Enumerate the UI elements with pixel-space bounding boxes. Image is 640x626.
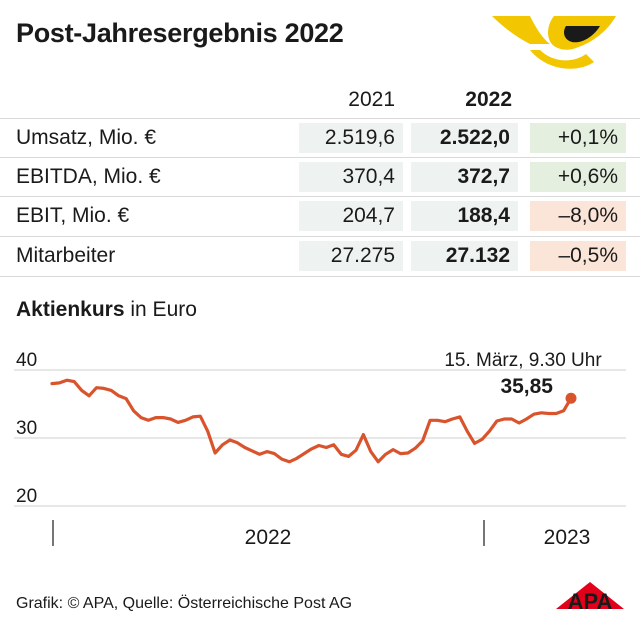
row-label: EBITDA, Mio. €	[16, 165, 161, 188]
annotation-date: 15. März, 9.30 Uhr	[444, 350, 602, 371]
column-header-2021: 2021	[348, 88, 395, 111]
value-2022: 188,4	[411, 201, 518, 231]
table-row: EBIT, Mio. € 204,7 188,4 –8,0%	[0, 197, 640, 235]
change-value: –0,5%	[530, 241, 626, 271]
column-header-2022: 2022	[465, 88, 512, 111]
change-value: –8,0%	[530, 201, 626, 231]
apa-logo-text: APA	[568, 589, 613, 614]
value-2022: 372,7	[411, 162, 518, 192]
row-label: Umsatz, Mio. €	[16, 126, 157, 149]
chart-title-bold: Aktienkurs	[16, 298, 125, 321]
value-2022: 2.522,0	[411, 123, 518, 153]
annotation-value: 35,85	[500, 375, 553, 398]
divider	[0, 118, 640, 119]
change-value: +0,1%	[530, 123, 626, 153]
value-2021: 2.519,6	[299, 123, 403, 153]
y-tick-label: 40	[16, 350, 37, 371]
value-2022: 27.132	[411, 241, 518, 271]
table-row: EBITDA, Mio. € 370,4 372,7 +0,6%	[0, 158, 640, 196]
divider	[0, 236, 640, 237]
value-2021: 370,4	[299, 162, 403, 192]
table-row: Mitarbeiter 27.275 27.132 –0,5%	[0, 237, 640, 275]
divider	[0, 196, 640, 197]
chart-title: Aktienkurs in Euro	[16, 298, 197, 322]
value-2021: 204,7	[299, 201, 403, 231]
row-label: Mitarbeiter	[16, 244, 116, 267]
last-value-point	[565, 392, 577, 404]
share-price-chart: 40 30 20 2022 2023 15. März, 9.30 Uhr 35,85	[14, 350, 626, 549]
x-tick-label: 2023	[544, 526, 591, 549]
divider	[0, 276, 640, 277]
source-note: Grafik: © APA, Quelle: Österreichische P…	[16, 595, 353, 612]
apa-logo-icon: APA	[556, 582, 624, 614]
table-row: Umsatz, Mio. € 2.519,6 2.522,0 +0,1%	[0, 119, 640, 157]
row-label: EBIT, Mio. €	[16, 204, 130, 227]
divider	[0, 157, 640, 158]
x-tick-label: 2022	[245, 526, 292, 549]
change-value: +0,6%	[530, 162, 626, 192]
post-horn-logo-icon	[492, 16, 616, 69]
value-2021: 27.275	[299, 241, 403, 271]
share-price-line	[50, 378, 573, 464]
y-tick-label: 30	[16, 418, 37, 439]
chart-title-unit: in Euro	[124, 298, 197, 321]
y-tick-label: 20	[16, 486, 37, 507]
page-title: Post-Jahresergebnis 2022	[16, 18, 344, 48]
